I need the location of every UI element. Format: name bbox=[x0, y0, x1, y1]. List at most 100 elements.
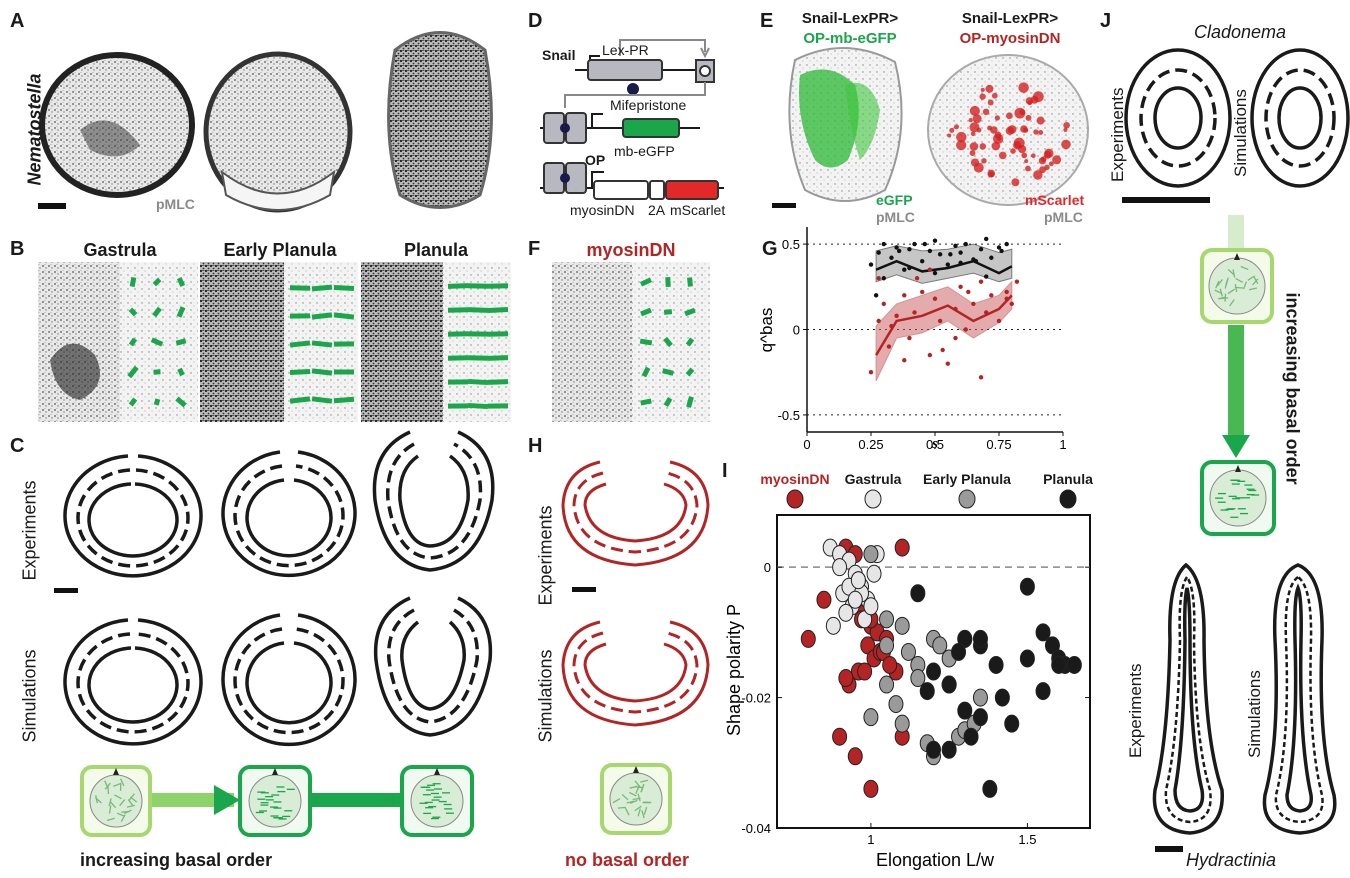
data-point bbox=[902, 267, 907, 272]
panel-j-cladonema bbox=[1122, 48, 1350, 203]
mscarlet-punctum bbox=[1061, 139, 1071, 150]
fiber-mark bbox=[1214, 289, 1223, 295]
mscarlet-punctum bbox=[968, 117, 973, 123]
data-point bbox=[838, 669, 854, 688]
mscarlet-signal bbox=[947, 82, 1071, 187]
fiber-mark bbox=[637, 808, 641, 817]
mscarlet-punctum bbox=[1025, 114, 1032, 121]
data-point bbox=[932, 296, 938, 301]
nematic-dash bbox=[487, 307, 509, 313]
x-axis-label: Elongation L/w bbox=[876, 850, 995, 870]
data-point bbox=[932, 636, 948, 655]
mscarlet-punctum bbox=[994, 131, 1002, 139]
fiber-mark bbox=[1215, 280, 1220, 289]
2a-box bbox=[649, 180, 665, 200]
nematic-dash bbox=[333, 285, 355, 291]
mscarlet-punctum bbox=[1011, 178, 1020, 187]
data-point bbox=[963, 727, 979, 746]
nematic-dash bbox=[467, 307, 489, 313]
data-point bbox=[1009, 301, 1014, 307]
nematic-dash bbox=[641, 366, 651, 378]
fiber-mark bbox=[629, 799, 638, 804]
nematic-dash bbox=[289, 396, 311, 404]
row-label-simulations: Simulations bbox=[19, 649, 40, 743]
cladonema-sim bbox=[1250, 48, 1350, 188]
data-point bbox=[922, 241, 927, 247]
panel-a bbox=[38, 31, 493, 213]
data-point bbox=[896, 248, 902, 254]
data-point bbox=[945, 361, 950, 366]
mscarlet-punctum bbox=[956, 139, 967, 151]
mb-egfp-label: mb-eGFP bbox=[614, 143, 675, 159]
mscarlet-punctum bbox=[1063, 121, 1070, 129]
fiber-mark bbox=[1225, 277, 1229, 286]
data-point bbox=[953, 243, 958, 248]
data-point bbox=[999, 248, 1004, 254]
legend-marker bbox=[864, 489, 882, 509]
panel-label-i: I bbox=[722, 460, 728, 482]
c-exp-early-planula bbox=[221, 450, 357, 578]
nematic-field-planula bbox=[447, 283, 509, 410]
fiber-mark bbox=[628, 791, 637, 797]
fiber-mark bbox=[641, 810, 645, 819]
data-point bbox=[866, 564, 882, 583]
nematic-dash bbox=[467, 355, 489, 361]
j-caption-increasing-order: increasing basal order bbox=[1282, 292, 1303, 485]
data-point bbox=[932, 238, 938, 243]
fiber-mark bbox=[1242, 281, 1248, 290]
x-axis-label: s bbox=[931, 436, 938, 452]
data-point bbox=[910, 584, 926, 603]
mscarlet-punctum bbox=[1063, 127, 1068, 132]
mscarlet-punctum bbox=[976, 127, 982, 133]
mscarlet-punctum bbox=[969, 142, 979, 151]
mscarlet-punctum bbox=[1039, 166, 1046, 174]
panel-label-c: C bbox=[10, 435, 25, 457]
data-point bbox=[994, 688, 1010, 707]
data-point bbox=[996, 318, 1002, 324]
data-point bbox=[889, 255, 894, 260]
pole-marker bbox=[1235, 465, 1241, 472]
data-point bbox=[857, 662, 873, 681]
fiber-mark bbox=[116, 812, 125, 817]
e-legend-pmlc-left: pMLC bbox=[876, 209, 915, 225]
hydractinia-exp bbox=[1152, 562, 1224, 835]
confidence-band bbox=[875, 243, 1013, 284]
j-bottom-row-simulations: Simulations bbox=[1245, 670, 1264, 758]
mscarlet-punctum bbox=[1043, 150, 1052, 159]
mscarlet-punctum bbox=[1023, 127, 1029, 133]
op-label: OP bbox=[585, 152, 606, 168]
nematic-dash bbox=[687, 277, 693, 287]
scale-bar bbox=[572, 587, 596, 592]
data-point bbox=[937, 252, 943, 257]
mscarlet-punctum bbox=[956, 131, 967, 143]
nematic-dash bbox=[662, 368, 674, 376]
embryo-image-2 bbox=[203, 51, 353, 213]
e-left-title-1: Snail-LexPR> bbox=[801, 10, 899, 27]
data-point bbox=[873, 293, 879, 298]
scale-bar bbox=[772, 203, 796, 208]
data-point bbox=[881, 301, 886, 307]
mb-egfp-box bbox=[622, 118, 680, 138]
nematic-dash bbox=[127, 365, 139, 379]
myosindn-box bbox=[593, 180, 649, 200]
legend-marker bbox=[1059, 489, 1077, 509]
nematic-dash bbox=[311, 340, 333, 348]
e-left-title-2: OP-mb-eGFP bbox=[803, 30, 897, 47]
mscarlet-punctum bbox=[988, 171, 995, 178]
data-point bbox=[1004, 714, 1020, 733]
fiber-mark bbox=[637, 793, 641, 802]
fiber-mark bbox=[1251, 278, 1259, 286]
e-legend-mscarlet: mScarlet bbox=[1025, 192, 1085, 208]
data-point bbox=[996, 245, 1002, 250]
data-point bbox=[926, 662, 941, 681]
mscarlet-punctum bbox=[1031, 153, 1036, 159]
y-axis-label: Shape polarity P bbox=[724, 604, 744, 736]
pole-marker bbox=[272, 768, 278, 775]
nematic-dash bbox=[152, 306, 162, 318]
data-point bbox=[920, 289, 925, 295]
panel-c-shapes bbox=[54, 430, 495, 747]
fiber-mark bbox=[128, 793, 135, 801]
nematic-dash bbox=[467, 402, 489, 410]
data-point bbox=[972, 708, 988, 727]
data-point bbox=[988, 655, 1004, 674]
